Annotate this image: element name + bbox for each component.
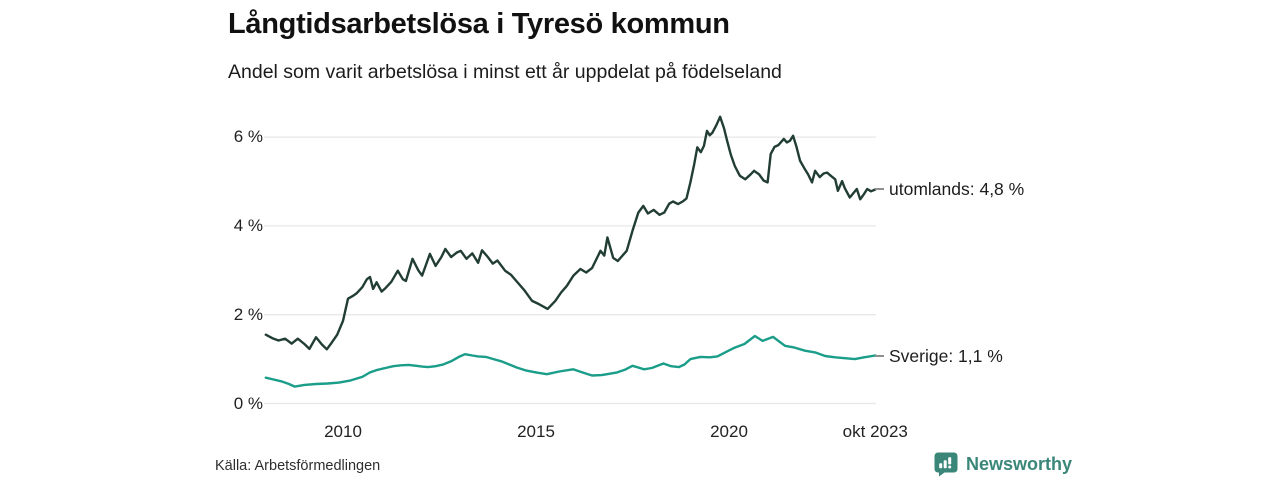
y-axis-tick-4: 4 % xyxy=(233,215,263,235)
series-label-tick-sverige xyxy=(875,354,884,357)
y-axis-tick-6: 6 % xyxy=(233,127,263,147)
series-label-tick-utomlands xyxy=(875,188,884,191)
series-line-utomlands xyxy=(264,115,877,351)
series-line-sverige xyxy=(264,334,877,388)
source-note: Källa: Arbetsförmedlingen xyxy=(215,458,381,474)
x-axis-tick-2010: 2010 xyxy=(324,422,362,441)
chart-title: Långtidsarbetslösa i Tyresö kommun xyxy=(228,8,730,40)
y-axis-tick-2: 2 % xyxy=(233,304,263,324)
series-label-utomlands: utomlands: 4,8 % xyxy=(889,179,1025,200)
newsworthy-brand: Newsworthy xyxy=(933,451,1072,477)
x-axis-tick-2020: 2020 xyxy=(710,422,748,441)
x-axis-tick-2015: 2015 xyxy=(517,422,555,441)
chart-subtitle: Andel som varit arbetslösa i minst ett å… xyxy=(228,61,782,83)
newsworthy-wordmark: Newsworthy xyxy=(966,453,1073,474)
series-label-sverige: Sverige: 1,1 % xyxy=(889,345,1003,366)
x-axis-tick-okt-2023: okt 2023 xyxy=(842,422,908,441)
bar-chart-bubble-icon xyxy=(933,451,959,477)
y-axis-tick-0: 0 % xyxy=(233,393,263,413)
